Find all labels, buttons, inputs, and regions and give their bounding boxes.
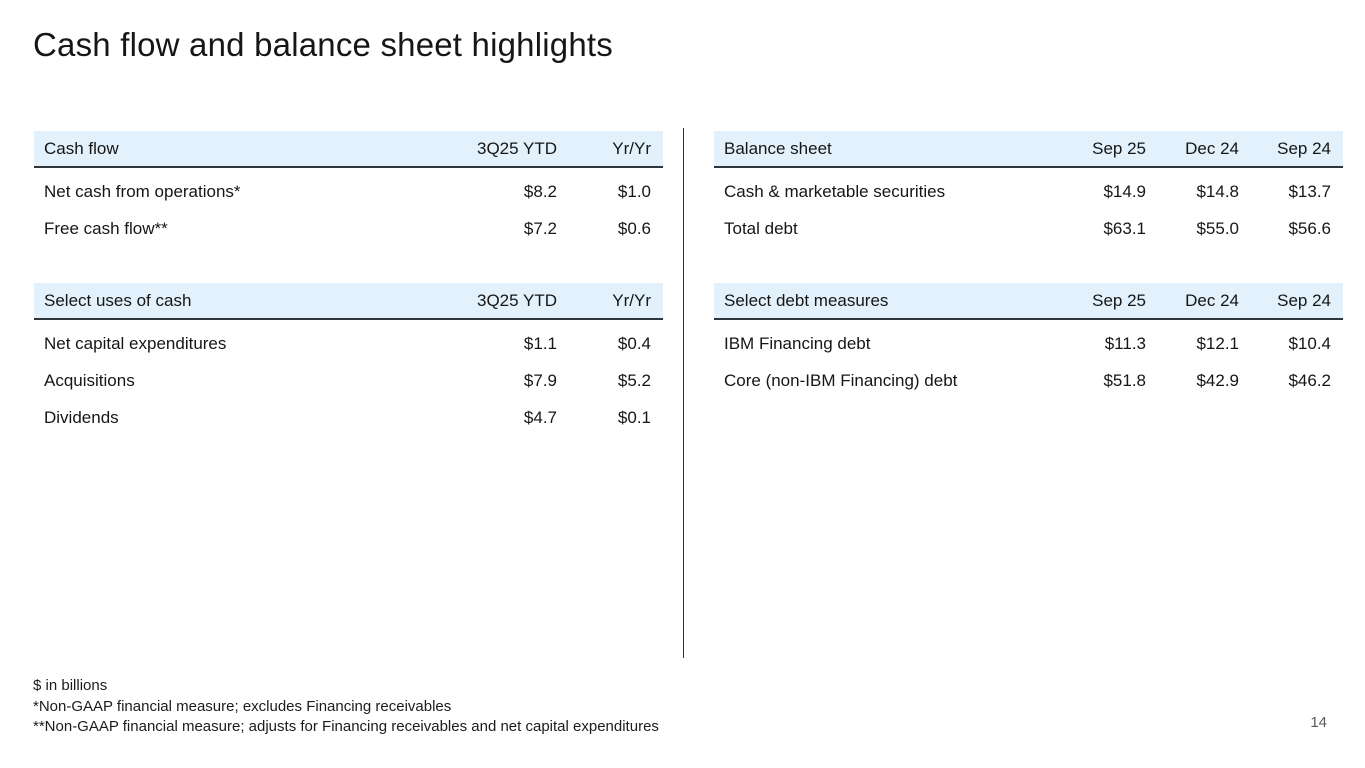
table-cash-flow: Cash flow 3Q25 YTD Yr/Yr Net cash from o…	[34, 131, 663, 247]
table-body: Cash & marketable securities $14.9 $14.8…	[714, 168, 1343, 247]
footnotes: $ in billions *Non-GAAP financial measur…	[33, 676, 659, 738]
column-header: 3Q25 YTD	[476, 290, 557, 310]
cell-value: $42.9	[1196, 370, 1239, 390]
table-select-uses-of-cash: Select uses of cash 3Q25 YTD Yr/Yr Net c…	[34, 283, 663, 436]
cell-value: $1.0	[617, 181, 651, 201]
cell-value: $13.7	[1288, 181, 1331, 201]
right-column: Balance sheet Sep 25 Dec 24 Sep 24 Cash …	[714, 131, 1343, 399]
column-header: Yr/Yr	[612, 138, 651, 158]
footnote-non-gaap-2: **Non-GAAP financial measure; adjusts fo…	[33, 718, 659, 735]
row-label: Net capital expenditures	[44, 333, 227, 353]
column-header: Yr/Yr	[612, 290, 651, 310]
cell-value: $51.8	[1103, 370, 1146, 390]
table-row: IBM Financing debt $11.3 $12.1 $10.4	[714, 325, 1343, 362]
table-header-select-uses-of-cash: Select uses of cash 3Q25 YTD Yr/Yr	[34, 283, 663, 320]
table-title: Cash flow	[44, 138, 119, 158]
cell-value: $1.1	[523, 333, 557, 353]
left-column: Cash flow 3Q25 YTD Yr/Yr Net cash from o…	[34, 131, 663, 436]
cell-value: $63.1	[1103, 218, 1146, 238]
column-header: Dec 24	[1185, 138, 1239, 158]
table-row: Net cash from operations* $8.2 $1.0	[34, 173, 663, 210]
row-label: IBM Financing debt	[724, 333, 871, 353]
table-balance-sheet: Balance sheet Sep 25 Dec 24 Sep 24 Cash …	[714, 131, 1343, 247]
cell-value: $10.4	[1288, 333, 1331, 353]
footnote-non-gaap-1: *Non-GAAP financial measure; excludes Fi…	[33, 697, 452, 715]
cell-value: $8.2	[523, 181, 557, 201]
table-row: Net capital expenditures $1.1 $0.4	[34, 325, 663, 362]
table-body: Net cash from operations* $8.2 $1.0 Free…	[34, 168, 663, 247]
cell-value: $55.0	[1196, 218, 1239, 238]
row-label: Core (non-IBM Financing) debt	[724, 370, 958, 390]
column-header: Sep 24	[1277, 290, 1331, 310]
cell-value: $14.9	[1103, 181, 1146, 201]
cell-value: $7.9	[523, 370, 557, 390]
table-header-select-debt-measures: Select debt measures Sep 25 Dec 24 Sep 2…	[714, 283, 1343, 320]
table-row: Core (non-IBM Financing) debt $51.8 $42.…	[714, 362, 1343, 399]
cell-value: $12.1	[1196, 333, 1239, 353]
cell-value: $11.3	[1104, 333, 1146, 353]
table-row: Cash & marketable securities $14.9 $14.8…	[714, 173, 1343, 210]
table-body: Net capital expenditures $1.1 $0.4 Acqui…	[34, 320, 663, 436]
row-label: Total debt	[724, 218, 798, 238]
table-row: Free cash flow** $7.2 $0.6	[34, 210, 663, 247]
cell-value: $7.2	[523, 218, 557, 238]
cell-value: $56.6	[1288, 218, 1331, 238]
table-header-cash-flow: Cash flow 3Q25 YTD Yr/Yr	[34, 131, 663, 168]
row-label: Cash & marketable securities	[724, 181, 946, 201]
table-title: Balance sheet	[724, 138, 832, 158]
cell-value: $0.6	[617, 218, 651, 238]
column-header: 3Q25 YTD	[476, 138, 557, 158]
cell-value: $4.7	[523, 407, 557, 427]
table-row: Acquisitions $7.9 $5.2	[34, 362, 663, 399]
cell-value: $14.8	[1196, 181, 1239, 201]
page-title: Cash flow and balance sheet highlights	[33, 26, 613, 63]
table-body: IBM Financing debt $11.3 $12.1 $10.4 Cor…	[714, 320, 1343, 399]
page-number: 14	[1310, 714, 1327, 731]
cell-value: $46.2	[1288, 370, 1331, 390]
row-label: Net cash from operations*	[44, 181, 241, 201]
column-divider	[683, 128, 684, 658]
column-header: Sep 24	[1277, 138, 1331, 158]
cell-value: $0.1	[617, 407, 651, 427]
table-title: Select uses of cash	[44, 290, 192, 310]
table-row: Total debt $63.1 $55.0 $56.6	[714, 210, 1343, 247]
column-header: Sep 25	[1092, 138, 1146, 158]
table-title: Select debt measures	[724, 290, 889, 310]
table-row: Dividends $4.7 $0.1	[34, 399, 663, 436]
cell-value: $0.4	[617, 333, 651, 353]
table-header-balance-sheet: Balance sheet Sep 25 Dec 24 Sep 24	[714, 131, 1343, 168]
table-select-debt-measures: Select debt measures Sep 25 Dec 24 Sep 2…	[714, 283, 1343, 399]
footnote-units: $ in billions	[33, 677, 108, 694]
row-label: Free cash flow**	[44, 218, 168, 238]
row-label: Acquisitions	[44, 370, 135, 390]
cell-value: $5.2	[617, 370, 651, 390]
column-header: Sep 25	[1092, 290, 1146, 310]
row-label: Dividends	[44, 407, 119, 427]
column-header: Dec 24	[1185, 290, 1239, 310]
